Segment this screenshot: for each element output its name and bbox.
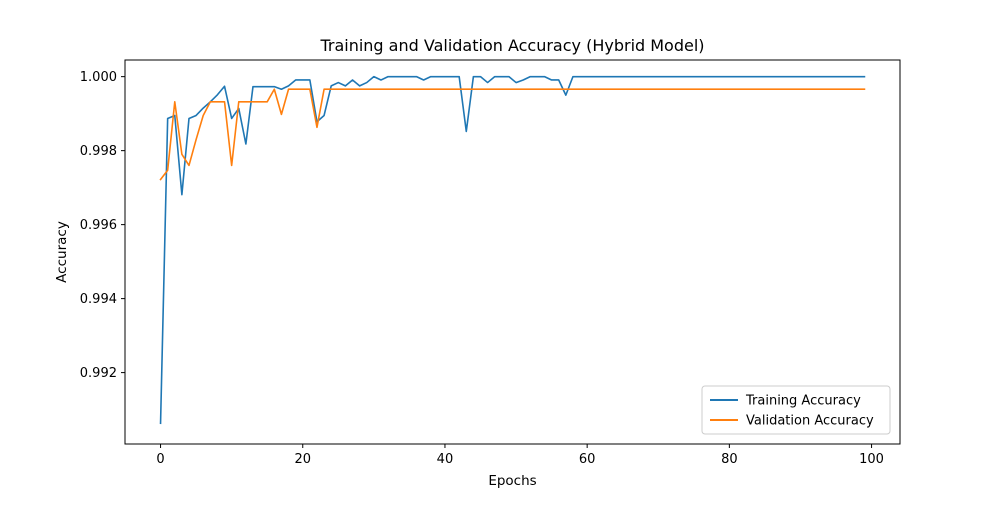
x-tick-label: 80 (721, 452, 738, 467)
x-axis-title: Epochs (488, 473, 536, 489)
y-axis-ticks: 0.992 0.994 0.996 0.998 1.000 (80, 70, 125, 381)
axes-frame (124, 59, 901, 445)
legend-label-training-accuracy: Training Accuracy (745, 394, 861, 409)
x-tick-label: 20 (294, 452, 311, 467)
y-tick-label: 0.994 (80, 292, 117, 307)
legend-label-validation-accuracy: Validation Accuracy (746, 414, 874, 429)
chart-title: Training and Validation Accuracy (Hybrid… (319, 36, 704, 55)
series-layer (159, 75, 866, 425)
y-tick-label: 0.998 (80, 144, 117, 159)
x-axis-ticks: 0 20 40 60 80 100 (156, 444, 884, 467)
legend: Training Accuracy Validation Accuracy (701, 385, 891, 435)
x-tick-label: 40 (437, 452, 454, 467)
x-tick-label: 100 (859, 452, 884, 467)
x-tick-label: 0 (156, 452, 164, 467)
legend-box (701, 385, 891, 435)
y-axis-title: Accuracy (54, 221, 70, 283)
y-tick-label: 1.000 (80, 70, 117, 85)
y-tick-label: 0.992 (80, 366, 117, 381)
x-tick-label: 60 (579, 452, 596, 467)
series-line-validation-accuracy (159, 88, 866, 181)
y-tick-label: 0.996 (80, 218, 117, 233)
series-line-training-accuracy (159, 75, 866, 425)
